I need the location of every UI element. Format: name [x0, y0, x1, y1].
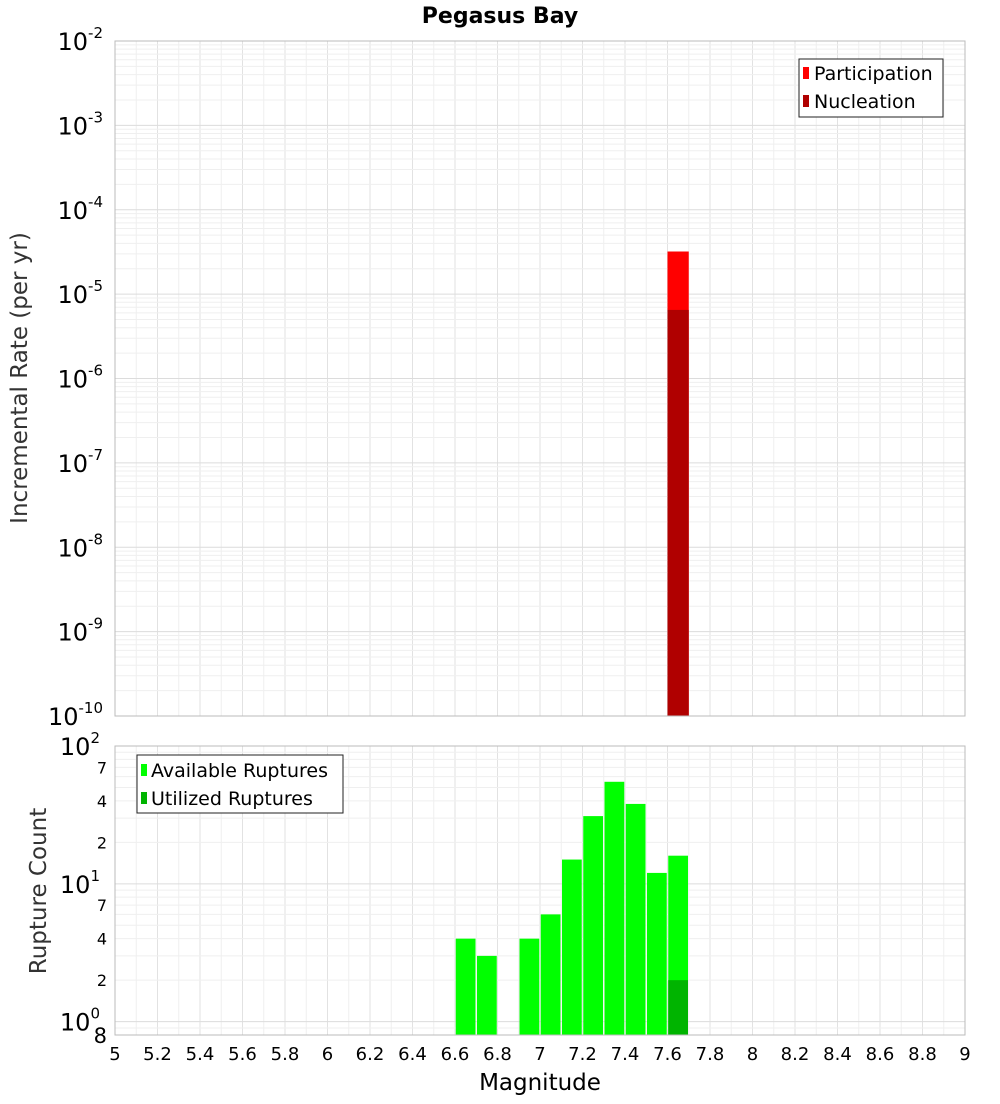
top-legend-label: Nucleation — [814, 91, 916, 113]
top-y-tick-label: 10-6 — [57, 362, 103, 394]
bottom-y-tick-label: 2 — [97, 971, 107, 990]
top-legend-swatch — [803, 95, 809, 107]
x-tick-label: 6.6 — [441, 1044, 470, 1065]
x-tick-label: 8.8 — [908, 1044, 937, 1065]
bottom-legend-swatch — [141, 764, 147, 776]
bottom-y-tick-label: 8 — [94, 1024, 107, 1048]
x-tick-label: 8.4 — [823, 1044, 852, 1065]
x-tick-label: 7.4 — [611, 1044, 640, 1065]
top-y-axis-label: Incremental Rate (per yr) — [7, 232, 33, 524]
x-tick-label: 7.6 — [653, 1044, 682, 1065]
x-tick-label: 8.2 — [781, 1044, 810, 1065]
bottom-y-tick-label: 102 — [60, 729, 100, 761]
top-plot-frame — [114, 40, 966, 717]
top-y-tick-label: 10-3 — [57, 108, 103, 140]
bottom-y-tick-label: 4 — [97, 792, 107, 811]
bottom-legend-box — [136, 754, 344, 814]
top-legend-box — [798, 58, 944, 118]
bottom-y-axis-label: Rupture Count — [26, 808, 52, 974]
available-ruptures-bar — [540, 914, 561, 1035]
top-y-tick-label: 10-9 — [57, 615, 103, 647]
x-tick-label: 8.6 — [866, 1044, 895, 1065]
top-legend: Participation Nucleation — [798, 58, 944, 118]
bottom-y-tick-label: 4 — [97, 930, 107, 949]
x-tick-label: 5.4 — [186, 1044, 215, 1065]
available-ruptures-bar — [455, 938, 476, 1035]
top-y-tick-label: 10-8 — [57, 530, 103, 562]
x-tick-label: 5.6 — [228, 1044, 257, 1065]
bottom-y-tick-label: 101 — [60, 867, 100, 899]
chart-title: Pegasus Bay — [422, 4, 578, 29]
bottom-plot-frame — [114, 745, 966, 1036]
top-y-tick-label: 10-10 — [48, 699, 103, 731]
x-tick-label: 6.4 — [398, 1044, 427, 1065]
x-tick-label: 7.8 — [696, 1044, 725, 1065]
bottom-y-tick-label: 7 — [97, 896, 107, 915]
available-ruptures-bar — [477, 955, 497, 1035]
available-ruptures-bar — [583, 816, 603, 1035]
top-y-tick-label: 10-4 — [57, 193, 103, 225]
x-tick-label: 6 — [322, 1044, 333, 1065]
available-ruptures-bar — [625, 803, 646, 1035]
top-y-tick-label: 10-7 — [57, 446, 103, 478]
x-tick-label: 9 — [959, 1044, 970, 1065]
bottom-legend-swatch — [141, 792, 147, 804]
x-tick-label: 6.8 — [483, 1044, 512, 1065]
top-y-tick-label: 10-5 — [57, 277, 103, 309]
x-tick-label: 5 — [109, 1044, 120, 1065]
utilized-ruptures-bar — [668, 980, 688, 1035]
bottom-legend: Available Ruptures Utilized Ruptures — [136, 754, 344, 814]
bottom-y-tick-label: 2 — [97, 833, 107, 852]
x-tick-label: 7.2 — [568, 1044, 597, 1065]
bottom-legend-label: Utilized Ruptures — [151, 788, 313, 810]
available-ruptures-bar — [647, 872, 667, 1035]
nucleation-bar — [667, 309, 689, 716]
x-tick-label: 6.2 — [356, 1044, 385, 1065]
available-ruptures-bar — [519, 938, 540, 1035]
x-axis-label: Magnitude — [479, 1070, 601, 1096]
top-legend-label: Participation — [814, 63, 933, 85]
x-tick-label: 5.2 — [143, 1044, 172, 1065]
available-ruptures-bar — [604, 781, 625, 1035]
bottom-y-tick-label: 100 — [60, 1005, 100, 1037]
top-y-tick-label: 10-2 — [57, 24, 103, 56]
bottom-legend-label: Available Ruptures — [151, 760, 328, 782]
top-legend-swatch — [803, 67, 809, 79]
available-ruptures-bar — [562, 859, 582, 1035]
x-tick-label: 8 — [747, 1044, 758, 1065]
bottom-y-tick-label: 7 — [97, 758, 107, 777]
x-tick-label: 5.8 — [271, 1044, 300, 1065]
x-tick-label: 7 — [534, 1044, 545, 1065]
